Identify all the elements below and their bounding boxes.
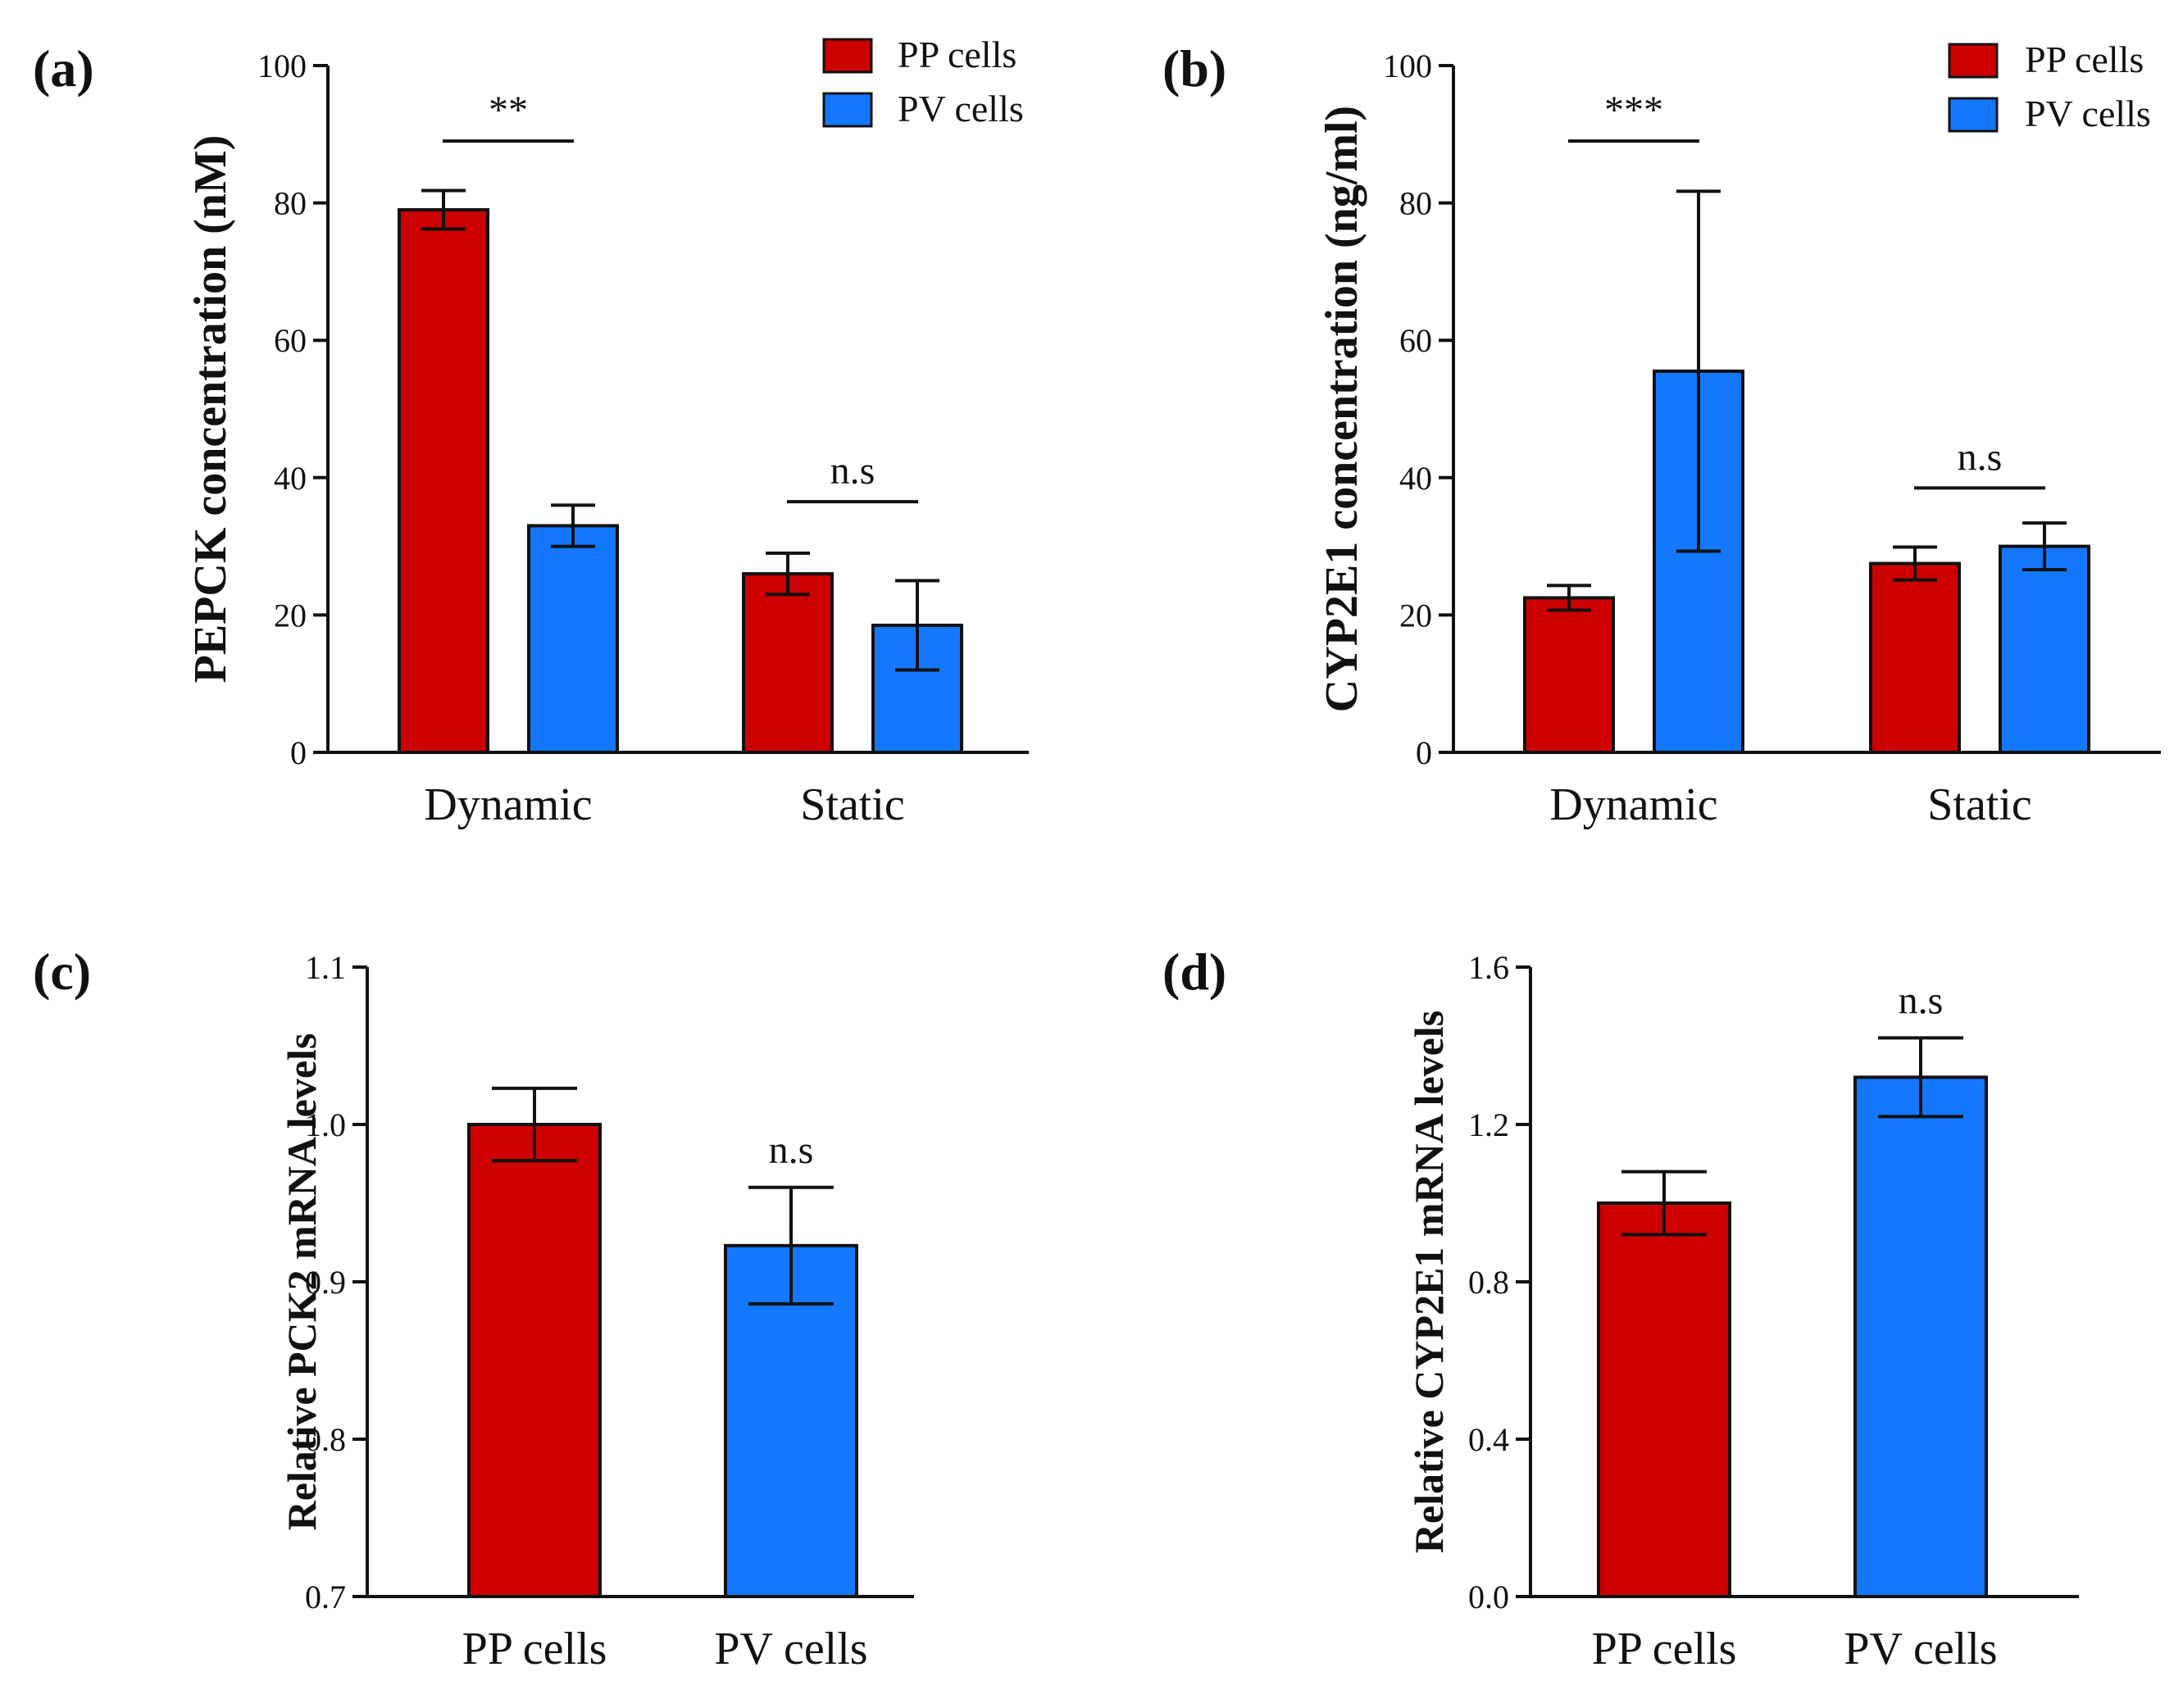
y-tick-label: 100 [1383, 48, 1432, 84]
significance-label: *** [1604, 89, 1663, 132]
y-axis-label: PEPCK concentration (nM) [185, 135, 236, 684]
y-tick-label: 0.0 [1468, 1579, 1509, 1615]
legend-label: PP cells [898, 34, 1016, 75]
legend-swatch-pp [822, 38, 873, 74]
y-tick-label: 0.8 [1468, 1264, 1509, 1301]
significance-label: n.s [1958, 435, 2003, 479]
panel-label: (b) [1162, 39, 1226, 98]
y-tick-label: 1.1 [305, 949, 346, 986]
y-tick-label: 80 [1399, 185, 1432, 222]
x-category-label: Static [800, 779, 905, 830]
x-category-label: PV cells [714, 1624, 867, 1674]
legend-swatch-pv [1948, 97, 1999, 133]
y-tick-label: 0.9 [305, 1264, 346, 1301]
x-category-label: Dynamic [424, 779, 592, 830]
bar-pp [467, 1123, 602, 1598]
bar-pv [527, 524, 619, 755]
legend-swatch-pv [822, 92, 873, 128]
y-tick-label: 1.0 [305, 1106, 346, 1143]
y-axis-label: CYP2E1 concentration (ng/ml) [1317, 106, 1367, 712]
chart-panel-b: (b) CYP2E1 concentration (ng/ml) 0 20 40 60 80… [1162, 39, 2161, 830]
legend-label: PV cells [898, 88, 1024, 129]
y-tick-label: 100 [257, 48, 307, 84]
y-tick-label: 80 [274, 185, 307, 222]
y-axis-label: Relative CYP2E1 mRNA levels [1406, 1011, 1452, 1553]
y-tick-label: 60 [274, 322, 307, 359]
significance-label: ** [489, 89, 528, 132]
bar-pp [1869, 561, 1961, 754]
y-tick-label: 0.4 [1468, 1421, 1509, 1458]
y-tick-label: 0.7 [305, 1579, 346, 1615]
panel-label: (a) [33, 39, 94, 98]
significance-label: n.s [769, 1129, 814, 1172]
y-tick-label: 1.2 [1468, 1106, 1509, 1143]
bar-pv [1653, 369, 1744, 754]
y-tick-label: 20 [274, 597, 307, 634]
bar-pv [1853, 1075, 1988, 1598]
x-category-label: Dynamic [1549, 779, 1717, 830]
legend-swatch-pp [1948, 43, 1999, 79]
y-tick-label: 40 [1399, 460, 1432, 497]
chart-panel-a: (a) PEPCK concentration (nM) 0 20 40 60 80 100 D… [33, 34, 1029, 830]
legend-label: PP cells [2025, 39, 2144, 80]
bar-pp [1597, 1202, 1731, 1598]
y-tick-label: 40 [274, 460, 307, 497]
bar-pv [1999, 544, 2090, 754]
significance-label: n.s [1899, 979, 1944, 1022]
y-tick-label: 0 [1416, 734, 1432, 771]
legend-label: PV cells [2025, 93, 2151, 134]
panel-label: (c) [33, 943, 91, 1001]
bar-pp [742, 572, 834, 754]
x-category-label: PP cells [1592, 1624, 1737, 1674]
x-category-label: PV cells [1844, 1624, 1997, 1674]
chart-panel-d: (d) Relative CYP2E1 mRNA levels 0.0 0.4 0.8 1… [1162, 943, 2079, 1674]
x-category-label: PP cells [462, 1624, 607, 1674]
y-tick-label: 20 [1399, 597, 1432, 634]
y-tick-label: 0 [290, 734, 307, 771]
bar-pp [1523, 596, 1615, 755]
x-category-label: Static [1927, 779, 2032, 830]
bar-pp [398, 207, 489, 755]
y-tick-label: 1.6 [1468, 949, 1509, 986]
significance-label: n.s [830, 449, 875, 493]
chart-panel-c: (c) Relative PCK2 mRNA levels 0.7 0.8 0.9 1.0… [33, 943, 914, 1674]
y-tick-label: 60 [1399, 322, 1432, 359]
y-axis-label: Relative PCK2 mRNA levels [279, 1033, 325, 1531]
y-tick-label: 0.8 [305, 1421, 346, 1458]
panel-label: (d) [1162, 943, 1226, 1001]
